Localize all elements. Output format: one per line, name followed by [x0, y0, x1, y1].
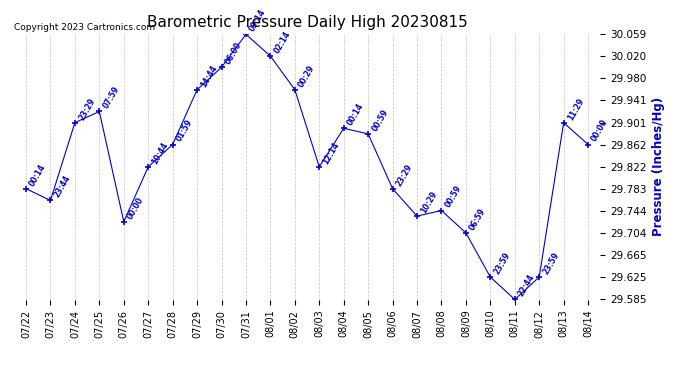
- Text: 23:59: 23:59: [541, 251, 561, 276]
- Text: 00:00: 00:00: [126, 195, 146, 220]
- Text: 09:14: 09:14: [248, 8, 268, 33]
- Text: 23:44: 23:44: [52, 174, 72, 200]
- Text: Copyright 2023 Cartronics.com: Copyright 2023 Cartronics.com: [14, 23, 155, 32]
- Y-axis label: Pressure (Inches/Hg): Pressure (Inches/Hg): [652, 98, 665, 236]
- Text: 00:00: 00:00: [590, 118, 610, 143]
- Text: 10:29: 10:29: [419, 190, 439, 215]
- Text: 01:59: 01:59: [175, 118, 195, 143]
- Text: 00:14: 00:14: [28, 162, 48, 188]
- Text: 23:29: 23:29: [395, 162, 415, 188]
- Title: Barometric Pressure Daily High 20230815: Barometric Pressure Daily High 20230815: [147, 15, 467, 30]
- Text: 00:29: 00:29: [297, 63, 317, 88]
- Text: 23:59: 23:59: [492, 251, 512, 276]
- Text: 00:59: 00:59: [444, 184, 463, 209]
- Text: 02:14: 02:14: [273, 30, 292, 55]
- Text: 00:59: 00:59: [370, 108, 390, 133]
- Text: 07:59: 07:59: [101, 85, 121, 110]
- Text: 06:59: 06:59: [468, 207, 488, 232]
- Text: 11:29: 11:29: [566, 96, 585, 122]
- Text: 00:14: 00:14: [346, 102, 366, 127]
- Text: 12:14: 12:14: [322, 140, 341, 166]
- Text: 06:00: 06:00: [224, 41, 244, 66]
- Text: 14:44: 14:44: [199, 63, 219, 88]
- Text: 23:29: 23:29: [77, 96, 97, 122]
- Text: 10:44: 10:44: [150, 140, 170, 166]
- Text: 22:44: 22:44: [517, 273, 537, 298]
